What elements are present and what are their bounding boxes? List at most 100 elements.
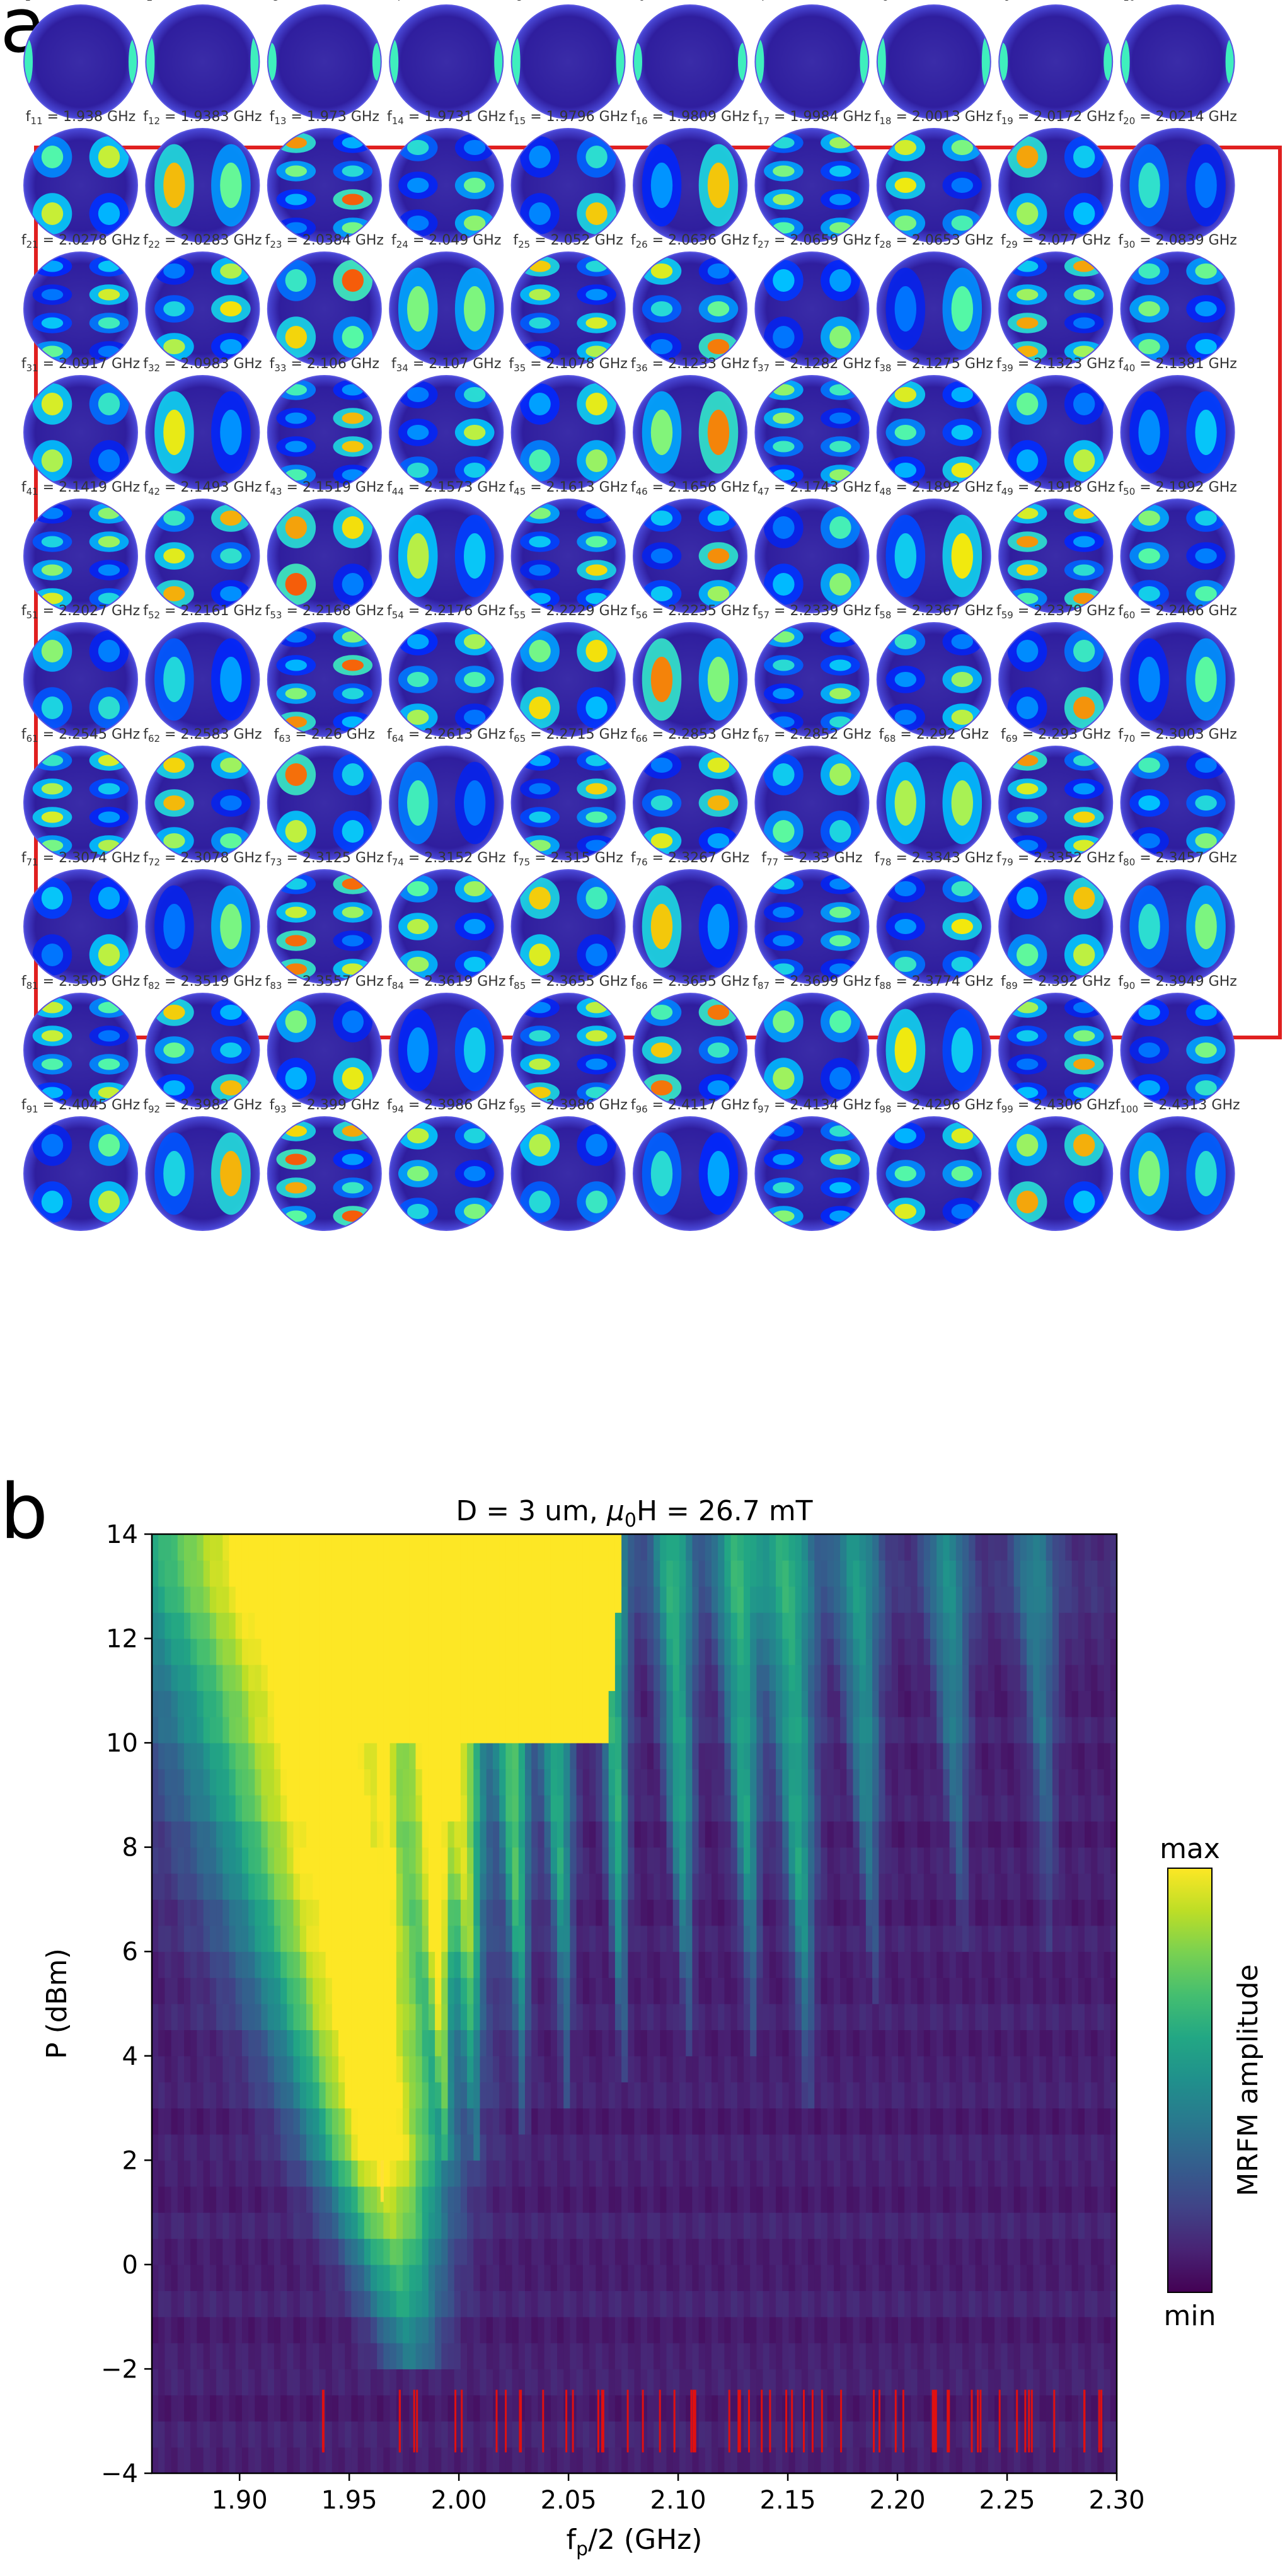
mode-label: f40 = 2.1381 GHz — [1118, 356, 1236, 374]
mode-profile-82: f82 = 2.3519 GHz — [143, 974, 262, 1107]
mode-profile-1: f1 = 0.84243 GHz — [20, 0, 142, 119]
mode-profile-8: f8 = 1.8243 GHz — [876, 0, 991, 119]
mode-label: f64 = 2.2613 GHz — [387, 727, 505, 744]
mode-label: f35 = 2.1078 GHz — [509, 356, 627, 374]
mode-profile-2: f2 = 0.84257 GHz — [142, 0, 263, 119]
mode-label: f72 = 2.3078 GHz — [143, 850, 262, 868]
mode-profile-49: f49 = 2.1918 GHz — [996, 480, 1115, 613]
mode-label: f20 = 2.0214 GHz — [1118, 109, 1236, 127]
mode-label: f83 = 2.3557 GHz — [265, 974, 384, 991]
heatmap-cells — [152, 1534, 1117, 2474]
mode-profile-88: f88 = 2.3774 GHz — [875, 974, 993, 1107]
mode-label: f47 = 2.1743 GHz — [752, 480, 871, 497]
mode-profile-16: f16 = 1.9809 GHz — [631, 109, 749, 243]
mode-profile-6: f6 = 1.6297 GHz — [633, 0, 747, 119]
mode-label: f91 = 2.4045 GHz — [21, 1097, 140, 1115]
mode-label: f74 = 2.3152 GHz — [387, 850, 505, 868]
y-tick-label: 4 — [122, 2042, 138, 2071]
mode-profile-94: f94 = 2.3986 GHz — [387, 1097, 505, 1231]
x-tick-label: 2.20 — [870, 2486, 926, 2515]
mode-profile-19: f19 = 2.0172 GHz — [996, 109, 1115, 243]
y-tick-label: 14 — [106, 1520, 138, 1549]
mode-profile-87: f87 = 2.3699 GHz — [752, 974, 872, 1107]
mode-label: f1 = 0.84243 GHz — [20, 0, 142, 3]
mode-label: f68 = 2.292 GHz — [879, 727, 989, 744]
mode-profile-81: f81 = 2.3505 GHz — [21, 974, 140, 1107]
mode-label: f92 = 2.3982 GHz — [143, 1097, 262, 1115]
mode-label: f94 = 2.3986 GHz — [387, 1097, 505, 1115]
mode-profile-33: f33 = 2.106 GHz — [267, 356, 382, 490]
mode-profile-27: f27 = 2.0659 GHz — [752, 233, 872, 366]
mode-profile-92: f92 = 2.3982 GHz — [143, 1097, 262, 1231]
mode-label: f89 = 2.392 GHz — [1001, 974, 1110, 991]
mode-profile-66: f66 = 2.2853 GHz — [631, 727, 749, 860]
x-axis-label: fp/2 (GHz) — [567, 2524, 703, 2560]
mode-label: f34 = 2.107 GHz — [391, 356, 501, 374]
mode-profile-32: f32 = 2.0983 GHz — [143, 356, 262, 490]
mode-profile-7: f7 = 1.8243 GHz — [754, 0, 870, 119]
mode-label: f56 = 2.2235 GHz — [631, 603, 749, 621]
mode-label: f58 = 2.2367 GHz — [875, 603, 993, 621]
mode-label: f93 = 2.399 GHz — [270, 1097, 379, 1115]
mode-label: f75 = 2.315 GHz — [513, 850, 623, 868]
mode-label: f24 = 2.049 GHz — [391, 233, 501, 250]
y-tick-label: 0 — [122, 2251, 138, 2280]
mode-label: f49 = 2.1918 GHz — [996, 480, 1115, 497]
mode-profile-42: f42 = 2.1493 GHz — [143, 480, 262, 613]
mode-label: f3 = 1.5087 GHz — [268, 0, 381, 3]
mode-profile-34: f34 = 2.107 GHz — [389, 356, 504, 490]
mode-label: f69 = 2.293 GHz — [1001, 727, 1110, 744]
mode-label: f39 = 2.1323 GHz — [996, 356, 1115, 374]
mode-label: f84 = 2.3619 GHz — [387, 974, 505, 991]
mode-label: f44 = 2.1573 GHz — [387, 480, 505, 497]
mode-label: f65 = 2.2715 GHz — [509, 727, 627, 744]
mode-profile-4: f4 = 1.5087 GHz — [389, 0, 504, 119]
mode-profile-51: f51 = 2.2027 GHz — [21, 603, 140, 737]
mode-profile-37: f37 = 2.1282 GHz — [752, 356, 872, 490]
mode-label: f14 = 1.9731 GHz — [387, 109, 505, 127]
mode-label: f37 = 2.1282 GHz — [752, 356, 871, 374]
mode-profile-29: f29 = 2.077 GHz — [998, 233, 1114, 366]
mode-label: f81 = 2.3505 GHz — [21, 974, 140, 991]
mode-profile-80: f80 = 2.3457 GHz — [1118, 850, 1237, 984]
mode-profile-53: f53 = 2.2168 GHz — [265, 603, 384, 737]
mode-label: f85 = 2.3655 GHz — [509, 974, 627, 991]
mode-profile-63: f63 = 2.26 GHz — [267, 727, 382, 860]
mode-label: f21 = 2.0278 GHz — [21, 233, 140, 250]
mode-profile-25: f25 = 2.052 GHz — [510, 233, 626, 366]
mode-profile-31: f31 = 2.0917 GHz — [21, 356, 140, 490]
mode-profile-70: f70 = 2.3003 GHz — [1118, 727, 1237, 860]
mode-label: f36 = 2.1233 GHz — [631, 356, 749, 374]
colorbar — [1167, 1868, 1213, 2293]
mode-label: f45 = 2.1613 GHz — [509, 480, 627, 497]
mode-label: f66 = 2.2853 GHz — [631, 727, 749, 744]
mode-profile-71: f71 = 2.3074 GHz — [21, 850, 140, 984]
mode-profile-38: f38 = 2.1275 GHz — [875, 356, 993, 490]
y-tick-label: 2 — [122, 2146, 138, 2175]
mode-profile-85: f85 = 2.3655 GHz — [509, 974, 628, 1107]
mode-label: f27 = 2.0659 GHz — [752, 233, 871, 250]
mode-profile-18: f18 = 2.0013 GHz — [875, 109, 993, 243]
mode-label: f100 = 2.4313 GHz — [1115, 1097, 1240, 1115]
mode-profile-67: f67 = 2.2852 GHz — [752, 727, 872, 860]
mode-profile-99: f99 = 2.4306 GHz — [996, 1097, 1115, 1231]
mode-label: f79 = 2.3352 GHz — [996, 850, 1115, 868]
mode-profile-100: f100 = 2.4313 GHz — [1115, 1097, 1240, 1231]
mode-profile-65: f65 = 2.2715 GHz — [509, 727, 628, 860]
mode-label: f86 = 2.3655 GHz — [631, 974, 749, 991]
mode-profile-96: f96 = 2.4117 GHz — [631, 1097, 749, 1231]
mode-profile-48: f48 = 2.1892 GHz — [875, 480, 993, 613]
mode-label: f6 = 1.6297 GHz — [634, 0, 747, 3]
mode-label: f11 = 1.938 GHz — [26, 109, 135, 127]
y-tick-label: −2 — [101, 2355, 138, 2384]
mode-profile-72: f72 = 2.3078 GHz — [143, 850, 262, 984]
y-tick-label: 12 — [106, 1625, 138, 1654]
mode-label: f52 = 2.2161 GHz — [143, 603, 262, 621]
mode-label: f87 = 2.3699 GHz — [752, 974, 871, 991]
mode-profile-68: f68 = 2.292 GHz — [876, 727, 991, 860]
mode-profile-74: f74 = 2.3152 GHz — [387, 850, 505, 984]
mode-profile-79: f79 = 2.3352 GHz — [996, 850, 1115, 984]
mode-profile-97: f97 = 2.4134 GHz — [752, 1097, 872, 1231]
mode-profile-23: f23 = 2.0384 GHz — [265, 233, 384, 366]
